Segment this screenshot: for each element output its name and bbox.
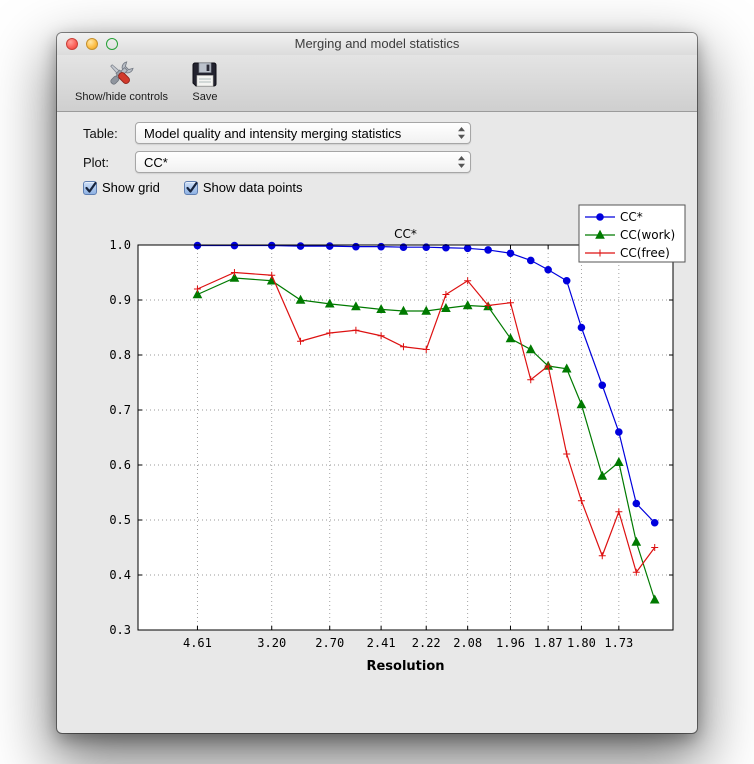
series-CC(free) <box>193 269 659 576</box>
svg-text:2.70: 2.70 <box>315 636 344 650</box>
svg-text:0.5: 0.5 <box>109 513 131 527</box>
chart-area: 4.61 3.20 2.70 2.41 2.22 2.08 1.96 1.87 1.80 1.73… <box>57 201 697 691</box>
svg-text:1.96: 1.96 <box>496 636 525 650</box>
checkbox-label: Show grid <box>102 180 160 195</box>
controls-panel: Table: Model quality and intensity mergi… <box>57 112 697 201</box>
svg-text:CC*: CC* <box>620 210 643 224</box>
svg-text:0.7: 0.7 <box>109 403 131 417</box>
show-hide-controls-button[interactable]: Show/hide controls <box>71 59 172 104</box>
popup-stepper-icon <box>456 154 467 170</box>
svg-text:1.87: 1.87 <box>534 636 563 650</box>
table-select[interactable]: Model quality and intensity merging stat… <box>135 122 471 144</box>
show-data-points-checkbox[interactable]: Show data points <box>183 180 303 195</box>
checkbox-box <box>83 180 97 195</box>
svg-text:4.61: 4.61 <box>183 636 212 650</box>
app-window: Merging and model statistics <box>57 33 697 733</box>
tool-label: Show/hide controls <box>75 91 168 103</box>
checkbox-box <box>183 180 198 195</box>
svg-text:0.3: 0.3 <box>109 623 131 637</box>
svg-text:2.22: 2.22 <box>412 636 441 650</box>
window-title: Merging and model statistics <box>294 36 460 51</box>
plot-select[interactable]: CC* <box>135 151 471 173</box>
show-grid-checkbox[interactable]: Show grid <box>83 180 160 195</box>
svg-text:CC*: CC* <box>394 227 417 241</box>
svg-text:0.6: 0.6 <box>109 458 131 472</box>
minimize-button[interactable] <box>86 38 98 50</box>
svg-text:1.80: 1.80 <box>567 636 596 650</box>
plot-label: Plot: <box>83 154 110 170</box>
close-button[interactable] <box>66 38 78 50</box>
svg-text:3.20: 3.20 <box>257 636 286 650</box>
chart-svg: 4.61 3.20 2.70 2.41 2.22 2.08 1.96 1.87 1.80 1.73… <box>109 204 686 674</box>
svg-text:0.4: 0.4 <box>109 568 131 582</box>
table-row: Table: Model quality and intensity mergi… <box>83 122 697 144</box>
save-button[interactable]: Save <box>186 59 224 104</box>
svg-text:CC(free): CC(free) <box>620 246 670 260</box>
svg-text:0.8: 0.8 <box>109 348 131 362</box>
tool-label: Save <box>192 91 218 103</box>
table-select-value: Model quality and intensity merging stat… <box>144 125 402 141</box>
checkbox-row: Show grid Show data points <box>83 180 697 195</box>
svg-text:Resolution: Resolution <box>366 659 444 674</box>
titlebar[interactable]: Merging and model statistics <box>57 33 697 55</box>
plot-row: Plot: CC* <box>83 151 697 173</box>
checkbox-label: Show data points <box>202 180 303 195</box>
svg-text:1.73: 1.73 <box>604 636 633 650</box>
series-CC* <box>193 241 659 527</box>
toolbar: Show/hide controls Save <box>57 55 697 112</box>
zoom-button[interactable] <box>106 38 118 50</box>
tools-icon <box>105 60 137 90</box>
plot-select-value: CC* <box>144 154 168 170</box>
popup-stepper-icon <box>456 125 467 141</box>
series-CC(work) <box>192 272 660 604</box>
svg-text:2.41: 2.41 <box>367 636 396 650</box>
svg-text:1.0: 1.0 <box>109 238 131 252</box>
traffic-lights <box>66 38 118 50</box>
table-label: Table: <box>83 125 118 141</box>
save-icon <box>190 60 220 90</box>
svg-text:0.9: 0.9 <box>109 293 131 307</box>
svg-text:2.08: 2.08 <box>453 636 482 650</box>
chart-legend: CC* CC(work) CC(free) <box>578 204 686 263</box>
svg-text:CC(work): CC(work) <box>620 228 675 242</box>
